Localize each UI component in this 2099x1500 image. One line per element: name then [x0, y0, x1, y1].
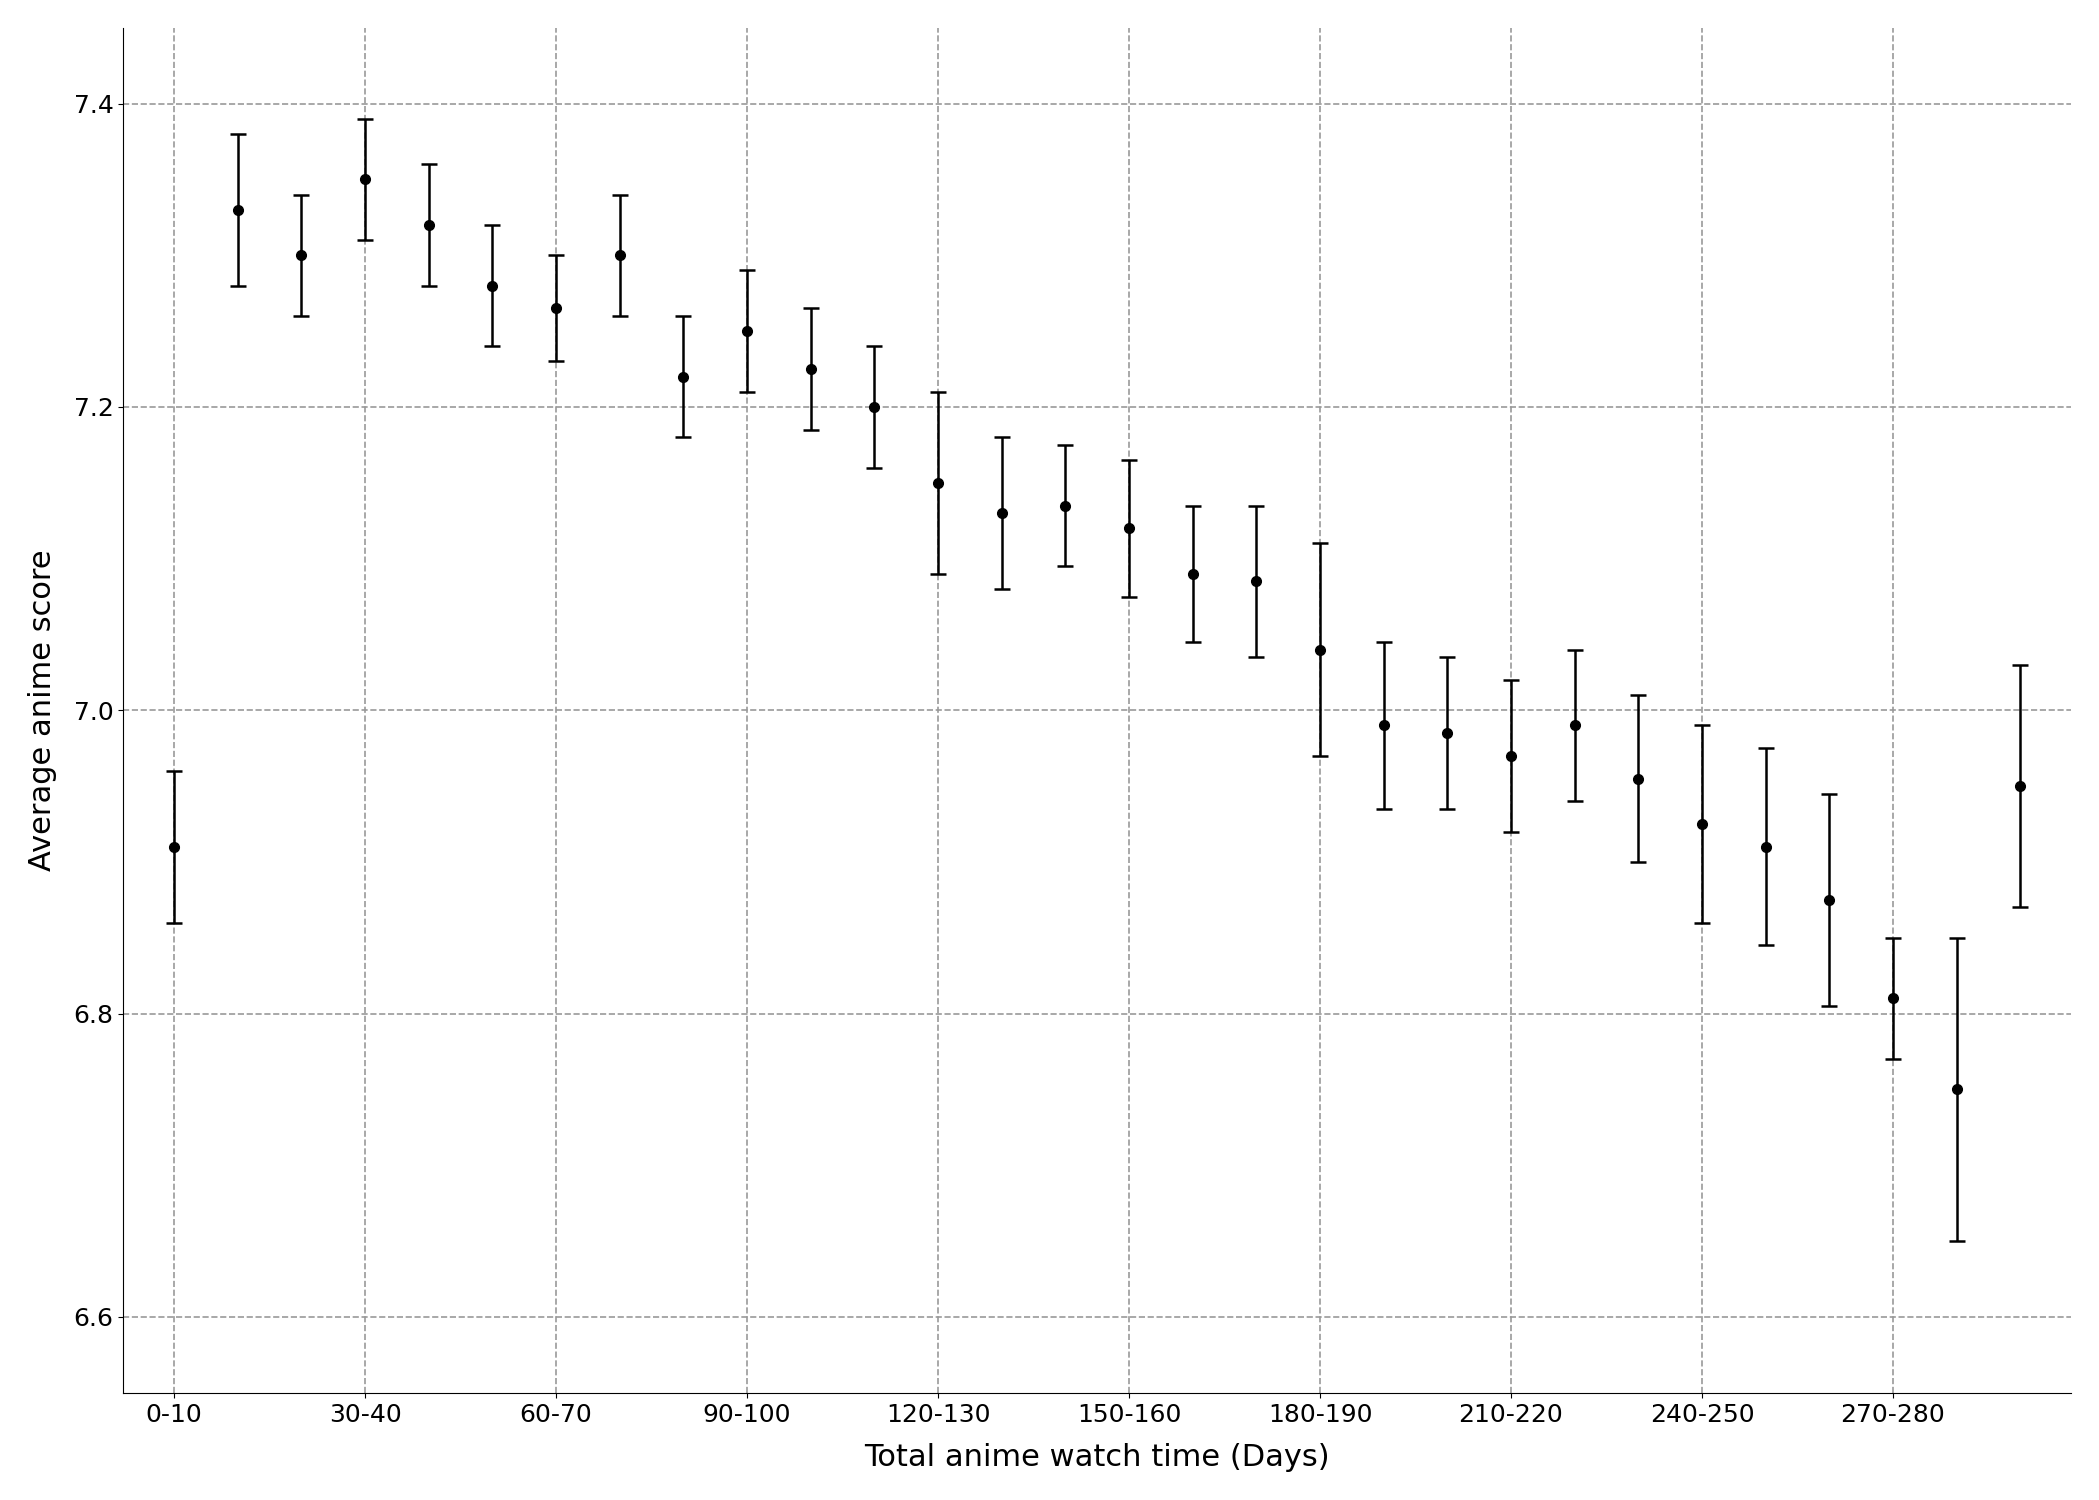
Y-axis label: Average anime score: Average anime score	[27, 549, 57, 872]
X-axis label: Total anime watch time (Days): Total anime watch time (Days)	[865, 1443, 1331, 1472]
